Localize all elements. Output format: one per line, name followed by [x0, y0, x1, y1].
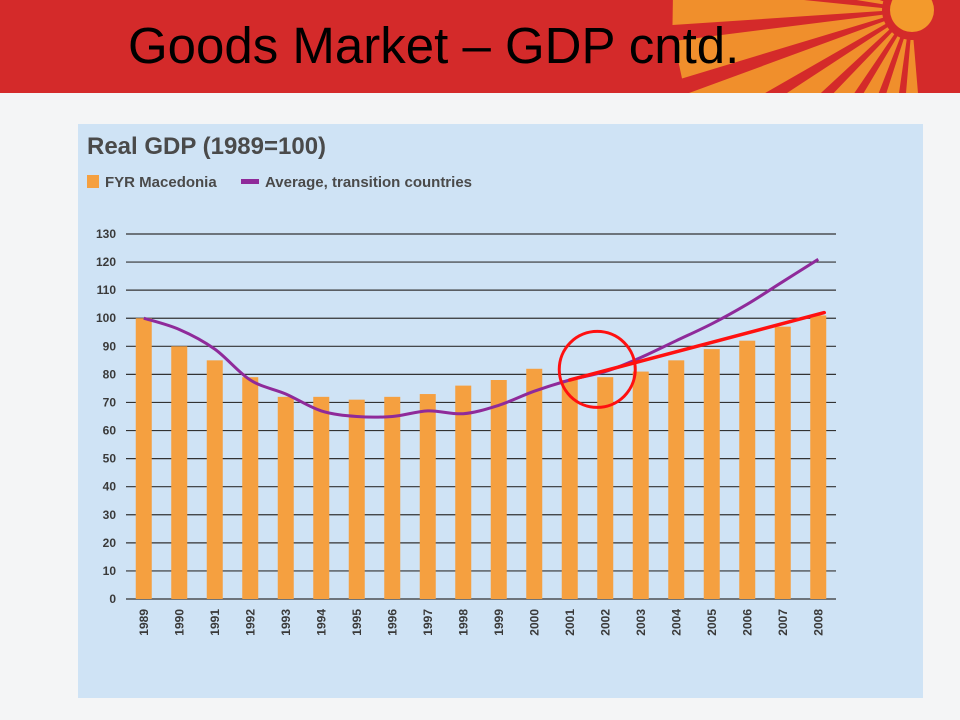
bar: [171, 346, 188, 599]
x-tick-label: 2003: [634, 609, 648, 636]
x-tick-label: 2008: [811, 609, 825, 636]
bar: [774, 326, 791, 599]
sun-ray: [886, 38, 907, 93]
bar: [348, 399, 365, 599]
chart: Real GDP (1989=100) FYR Macedonia Averag…: [87, 133, 836, 636]
circle-annotation: [557, 329, 637, 409]
x-tick-label: 2002: [598, 609, 612, 636]
bar: [632, 371, 649, 599]
sun-ray: [672, 0, 883, 25]
sun-rays-decoration: [672, 0, 934, 93]
bar: [384, 396, 401, 599]
bar: [561, 380, 578, 599]
x-tick-label: 1996: [385, 609, 399, 636]
y-tick-label: 60: [103, 424, 117, 438]
sun-ray: [786, 27, 890, 93]
slide-title: Goods Market – GDP cntd.: [128, 17, 740, 74]
legend-label-macedonia: FYR Macedonia: [105, 174, 217, 191]
y-tick-label: 100: [96, 311, 116, 325]
bar: [242, 377, 259, 599]
sun-ray: [833, 32, 895, 93]
y-tick-label: 50: [103, 452, 117, 466]
bar: [277, 396, 294, 599]
sun-ray: [674, 14, 883, 79]
bar: [810, 315, 827, 599]
x-tick-label: 2000: [527, 609, 541, 636]
y-tick-label: 130: [96, 227, 116, 241]
x-tick-label: 2001: [563, 609, 577, 636]
sun-ray: [863, 36, 901, 93]
series-line-group: [143, 258, 820, 419]
x-axis-ticks: 1989 1990 1991 1992 1993 1994 1995 1996 1997 1998…: [137, 609, 826, 636]
legend-swatch-macedonia: [87, 175, 99, 188]
bar: [526, 368, 543, 599]
legend-label-transition: Average, transition countries: [265, 174, 472, 191]
sun-ray: [856, 0, 884, 5]
sun-ray: [906, 40, 918, 93]
y-tick-label: 20: [103, 536, 117, 550]
gridlines: [126, 233, 836, 600]
trend-line-annotation: [568, 310, 826, 382]
y-tick-label: 30: [103, 508, 117, 522]
bar: [419, 394, 436, 599]
chart-title: Real GDP (1989=100): [87, 133, 326, 160]
bar: [490, 380, 507, 599]
x-tick-label: 2006: [740, 609, 754, 636]
bar: [206, 360, 223, 599]
y-tick-label: 40: [103, 480, 117, 494]
x-tick-label: 1991: [208, 609, 222, 636]
y-tick-label: 90: [103, 339, 117, 353]
x-tick-label: 1994: [314, 609, 328, 636]
y-tick-label: 0: [109, 592, 116, 606]
header-bar: Goods Market – GDP cntd.: [0, 0, 960, 93]
x-tick-label: 2007: [776, 609, 790, 636]
bar: [455, 385, 472, 599]
bars: [135, 315, 827, 599]
y-tick-label: 70: [103, 395, 117, 409]
x-tick-label: 1990: [172, 609, 186, 636]
x-tick-label: 1998: [456, 609, 470, 636]
sun-ray: [689, 21, 886, 93]
bar: [703, 349, 720, 599]
bar: [313, 396, 330, 599]
legend-swatch-transition: [241, 179, 259, 184]
sun-disc: [890, 0, 934, 32]
x-tick-label: 1992: [243, 609, 257, 636]
x-tick-label: 2005: [705, 609, 719, 636]
x-tick-label: 1997: [421, 609, 435, 636]
y-tick-label: 110: [97, 283, 117, 297]
x-tick-label: 2004: [669, 609, 683, 636]
bar: [135, 318, 152, 599]
y-tick-label: 10: [103, 564, 117, 578]
series-line-transition: [143, 258, 820, 419]
y-tick-label: 120: [96, 255, 116, 269]
bar: [739, 340, 756, 599]
x-tick-label: 1989: [137, 609, 151, 636]
bar: [597, 377, 614, 599]
chart-panel: Real GDP (1989=100) FYR Macedonia Averag…: [78, 124, 923, 698]
y-tick-label: 80: [103, 367, 117, 381]
x-tick-label: 1995: [350, 609, 364, 636]
y-axis-ticks: 0 10 20 30 40 50 60 70 80 90 100 110 120 130: [96, 227, 116, 606]
x-tick-label: 1993: [279, 609, 293, 636]
x-tick-label: 1999: [492, 609, 506, 636]
annotations: [557, 310, 826, 409]
bar: [668, 360, 685, 599]
